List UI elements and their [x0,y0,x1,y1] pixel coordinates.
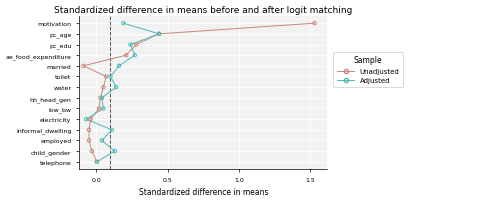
Point [310,22,318,26]
Point [85,128,93,132]
Point [112,86,120,89]
Point [122,54,130,58]
Point [88,150,96,153]
Point [93,160,101,164]
Point [155,33,163,36]
Point [85,139,93,142]
Point [96,97,104,100]
Point [86,118,94,121]
Point [108,128,116,132]
Title: Standardized difference in means before and after logit matching: Standardized difference in means before … [54,5,352,15]
Point [132,44,140,47]
Point [93,160,101,164]
Point [100,107,108,110]
Legend: Unadjusted, Adjusted: Unadjusted, Adjusted [334,53,403,87]
Point [111,150,119,153]
Point [115,65,123,68]
Point [98,139,106,142]
Point [95,107,103,110]
Point [130,54,138,58]
Point [102,76,110,79]
Point [120,22,128,26]
Point [80,65,88,68]
Point [82,118,90,121]
Point [106,76,114,79]
Point [100,86,108,89]
Point [126,44,134,47]
Point [98,97,106,100]
X-axis label: Standardized difference in means: Standardized difference in means [138,187,268,197]
Point [155,33,163,36]
